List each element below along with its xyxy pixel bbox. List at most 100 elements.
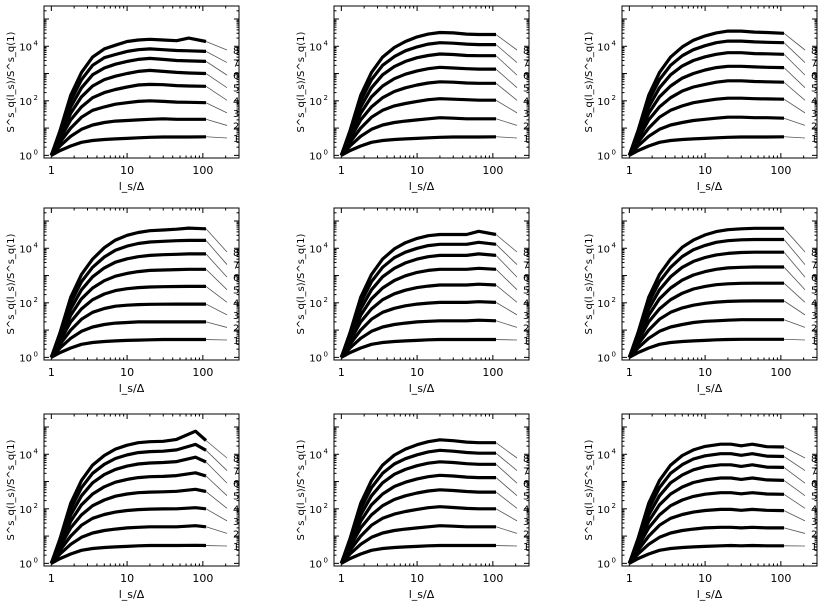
leader-line (783, 98, 806, 114)
y-tick-exponent: 4 (612, 39, 617, 47)
series-label: 4 (811, 298, 817, 309)
leader-line (205, 136, 228, 139)
y-axis-label: S^s_q(l_s)/S^s_q(1) (296, 233, 307, 334)
series-label: 6 (233, 71, 239, 82)
series-label: 3 (233, 517, 239, 528)
x-axis-label: l_s/Δ (697, 382, 723, 395)
y-tick-exponent: 2 (324, 502, 328, 510)
y-tick-label: 10 (597, 450, 610, 461)
x-tick-label: 10 (410, 572, 424, 585)
leader-line (783, 446, 806, 459)
x-tick-label: 1 (626, 572, 633, 585)
leader-line (495, 284, 518, 303)
series-line-1 (628, 135, 785, 157)
x-tick-label: 1 (48, 572, 55, 585)
series-label: 5 (811, 492, 817, 503)
y-tick-label: 10 (19, 450, 32, 461)
series-line-7 (339, 240, 497, 358)
leader-line (783, 493, 806, 509)
series-line-5 (627, 476, 785, 565)
x-axis-label: l_s/Δ (697, 180, 723, 193)
x-tick-label: 100 (770, 366, 791, 379)
series-line-3 (339, 300, 497, 359)
x-tick-label: 100 (192, 572, 213, 585)
leader-line (205, 268, 228, 291)
y-tick-exponent: 4 (324, 241, 329, 249)
leader-line (783, 81, 806, 101)
series-label: 6 (811, 71, 817, 82)
series-line-7 (627, 39, 785, 156)
series-label: 8 (523, 46, 529, 57)
series-label: 8 (523, 454, 529, 465)
series-line-2 (340, 318, 497, 359)
series-line-8 (627, 226, 784, 358)
series-label: 2 (811, 121, 817, 132)
series-line-6 (627, 463, 785, 565)
series-label: 1 (811, 336, 817, 347)
x-axis-label: l_s/Δ (697, 588, 723, 601)
leader-line (495, 244, 518, 265)
series-line-1 (340, 543, 496, 565)
y-tick-exponent: 4 (324, 447, 329, 455)
series-label: 4 (523, 96, 529, 107)
leader-line (495, 508, 518, 522)
series-line-8 (627, 442, 785, 564)
x-tick-label: 100 (192, 164, 213, 177)
series-label: 8 (233, 248, 239, 259)
series-line-7 (339, 448, 496, 564)
leader-line (495, 320, 518, 328)
series-line-5 (627, 64, 785, 157)
series-line-3 (627, 96, 785, 157)
leader-line (783, 480, 806, 497)
leader-line (495, 463, 518, 484)
series-line-3 (49, 302, 206, 359)
y-tick-exponent: 0 (34, 556, 38, 564)
x-axis-label: l_s/Δ (119, 382, 145, 395)
y-tick-label: 10 (19, 505, 32, 516)
series-label: 7 (523, 59, 529, 70)
leader-line (783, 527, 806, 534)
leader-line (783, 456, 806, 471)
y-axis-label: S^s_q(l_s)/S^s_q(1) (584, 31, 595, 132)
series-line-6 (49, 252, 206, 359)
series-label: 7 (811, 261, 817, 272)
series-line-4 (339, 488, 496, 565)
series-line-5 (49, 267, 206, 359)
series-label: 5 (233, 492, 239, 503)
series-label: 2 (233, 121, 239, 132)
series-label: 6 (523, 71, 529, 82)
series-label: 2 (233, 529, 239, 540)
series-line-7 (339, 41, 496, 156)
series-label: 7 (233, 467, 239, 478)
series-label: 1 (811, 134, 817, 145)
series-line-4 (339, 282, 497, 359)
series-line-1 (340, 337, 496, 359)
series-label: 1 (811, 542, 817, 553)
series-line-7 (49, 47, 207, 156)
leader-line (205, 440, 228, 459)
series-label: 8 (523, 248, 529, 259)
y-tick-exponent: 2 (34, 502, 38, 510)
series-label: 3 (233, 109, 239, 120)
series-label: 5 (233, 286, 239, 297)
series-line-6 (627, 250, 784, 359)
y-tick-exponent: 2 (34, 296, 38, 304)
x-tick-label: 100 (770, 572, 791, 585)
leader-line (495, 34, 518, 51)
series-label: 2 (811, 529, 817, 540)
series-line-7 (627, 452, 785, 564)
series-line-6 (339, 460, 496, 565)
series-line-5 (339, 266, 497, 359)
y-tick-label: 10 (597, 353, 610, 364)
leader-line (205, 85, 228, 101)
series-label: 8 (811, 46, 817, 57)
series-line-3 (627, 299, 784, 359)
series-label: 6 (233, 479, 239, 490)
series-line-8 (49, 36, 207, 156)
y-tick-label: 10 (19, 353, 32, 364)
y-tick-label: 10 (597, 151, 610, 162)
series-label: 7 (523, 261, 529, 272)
series-line-4 (627, 281, 784, 359)
series-line-2 (50, 320, 206, 359)
